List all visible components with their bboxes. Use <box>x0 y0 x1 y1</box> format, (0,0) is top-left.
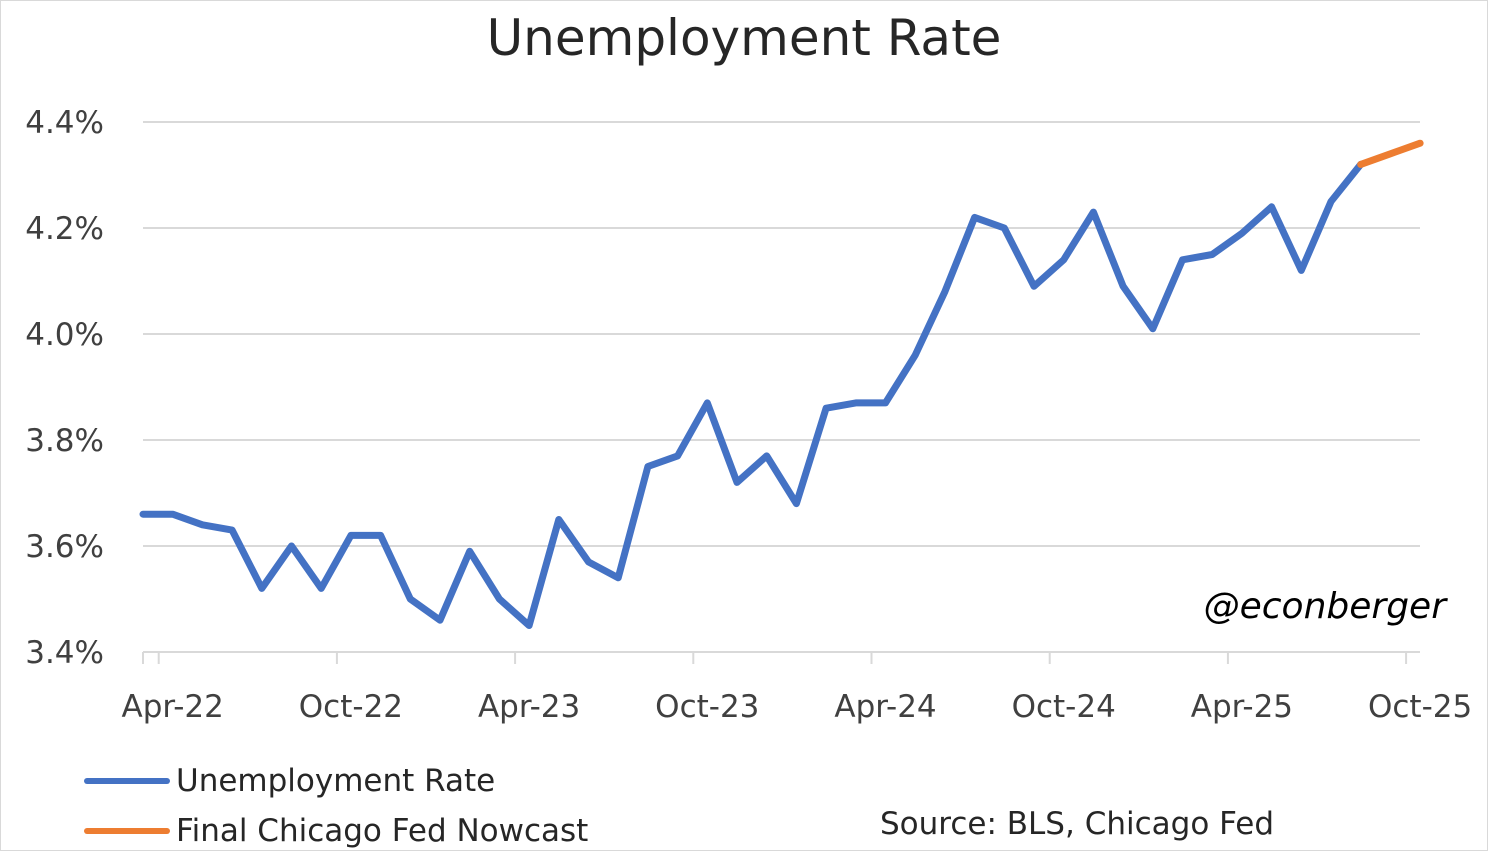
x-tick-label: Apr-23 <box>478 689 580 725</box>
data-point <box>915 355 916 356</box>
data-point <box>1212 254 1213 255</box>
data-point <box>440 620 441 621</box>
data-point <box>885 402 886 403</box>
legend-label-chicago-fed-nowcast: Final Chicago Fed Nowcast <box>176 813 589 849</box>
data-point <box>647 466 648 467</box>
legend-label-unemployment-rate: Unemployment Rate <box>176 763 496 799</box>
data-point <box>558 519 559 520</box>
data-point <box>677 455 678 456</box>
series-lines <box>139 139 1424 629</box>
series-line-chicago-fed-nowcast <box>1357 139 1424 168</box>
data-point <box>499 599 500 600</box>
data-point <box>1241 233 1242 234</box>
data-point <box>1093 212 1094 213</box>
data-point <box>232 530 233 531</box>
data-point <box>1123 286 1124 287</box>
data-point <box>350 535 351 536</box>
data-point <box>1152 328 1153 329</box>
y-tick-label: 3.4% <box>25 635 104 671</box>
source-note: Source: BLS, Chicago Fed <box>880 806 1275 842</box>
x-tick-label: Oct-24 <box>1012 689 1116 725</box>
data-point <box>410 599 411 600</box>
data-point <box>1034 286 1035 287</box>
data-point <box>1063 259 1064 260</box>
data-point <box>380 535 381 536</box>
legend-item-chicago-fed-nowcast: Final Chicago Fed Nowcast <box>84 806 588 856</box>
data-point <box>1301 270 1302 271</box>
legend-swatch-chicago-fed-nowcast <box>84 828 170 834</box>
x-tick-label: Apr-25 <box>1191 689 1293 725</box>
data-point <box>1390 153 1391 154</box>
data-point <box>202 524 203 525</box>
y-axis-ticks: 3.4% 3.6% 3.8% 4.0% 4.2% 4.4% <box>25 105 104 671</box>
data-point <box>172 514 173 515</box>
chart-title: Unemployment Rate <box>486 9 1002 67</box>
data-point <box>826 408 827 409</box>
data-point <box>1182 259 1183 260</box>
y-tick-label: 3.6% <box>25 529 104 565</box>
legend-item-unemployment-rate: Unemployment Rate <box>84 756 588 806</box>
x-axis: Apr-22 Oct-22 Apr-23 Oct-23 Apr-24 Oct-24 Apr-… <box>122 651 1472 725</box>
y-tick-label: 3.8% <box>25 423 104 459</box>
x-tick-label: Oct-22 <box>299 689 403 725</box>
data-point <box>1004 228 1005 229</box>
data-point <box>143 514 144 515</box>
y-tick-label: 4.2% <box>25 211 104 247</box>
data-point <box>261 588 262 589</box>
data-point <box>796 503 797 504</box>
gridlines <box>143 121 1420 547</box>
legend-swatch-unemployment-rate <box>84 778 170 784</box>
data-point <box>1271 206 1272 207</box>
data-point <box>588 561 589 562</box>
data-point <box>321 588 322 589</box>
x-tick-label: Apr-24 <box>834 689 936 725</box>
data-point <box>974 217 975 218</box>
data-point <box>1420 143 1421 144</box>
data-point <box>529 625 530 626</box>
series-line-unemployment-rate <box>139 160 1365 629</box>
data-point <box>469 551 470 552</box>
x-tick-label: Oct-23 <box>655 689 759 725</box>
data-point <box>1360 164 1361 165</box>
data-point <box>707 402 708 403</box>
y-tick-label: 4.4% <box>25 105 104 141</box>
watermark: @econberger <box>1203 586 1446 627</box>
data-point <box>766 455 767 456</box>
x-tick-label: Apr-22 <box>122 689 224 725</box>
data-point <box>855 402 856 403</box>
data-point <box>618 577 619 578</box>
data-point <box>1331 201 1332 202</box>
y-tick-label: 4.0% <box>25 317 104 353</box>
data-point <box>944 291 945 292</box>
data-point <box>737 482 738 483</box>
data-point <box>291 546 292 547</box>
x-tick-label: Oct-25 <box>1368 689 1472 725</box>
legend: Unemployment Rate Final Chicago Fed Nowc… <box>84 756 588 856</box>
